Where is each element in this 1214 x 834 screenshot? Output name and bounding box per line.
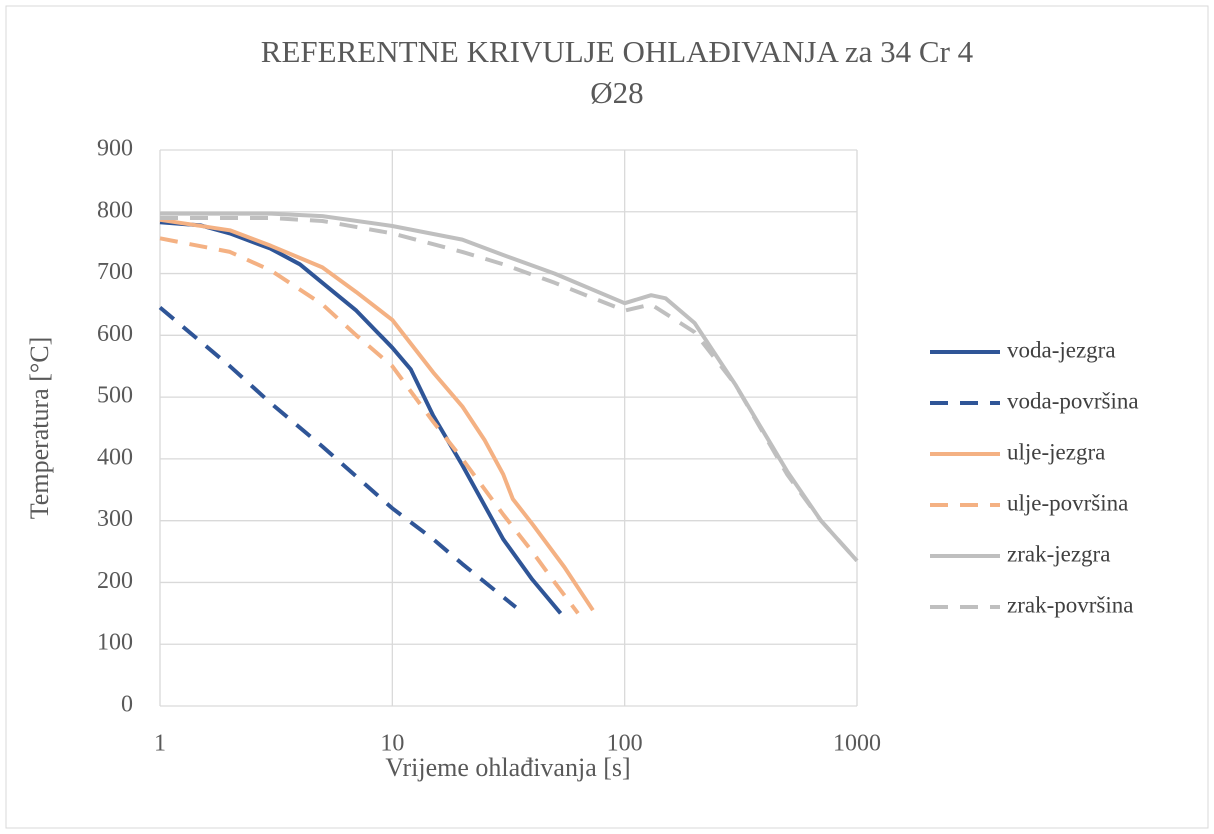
chart-title: Ø28 <box>590 75 643 110</box>
legend-label: ulje-površina <box>1007 490 1128 515</box>
y-axis-label: Temperatura [°C] <box>25 337 54 520</box>
line <box>159 220 563 615</box>
legend-label: zrak-površina <box>1007 592 1133 617</box>
x-tick-label: 10 <box>380 731 404 757</box>
line <box>159 217 595 612</box>
legend-label: ulje-jezgra <box>1007 439 1105 464</box>
y-tick-label: 0 <box>121 692 133 718</box>
x-tick-label: 1 <box>154 731 166 757</box>
x-axis-label: Vrijeme ohlađivanja [s] <box>385 753 630 782</box>
legend-label: voda-jezgra <box>1007 337 1116 362</box>
y-tick-label: 200 <box>97 568 133 594</box>
chart-title: REFERENTNE KRIVULJE OHLAĐIVANJA za 34 Cr… <box>261 34 974 69</box>
y-tick-label: 400 <box>97 444 133 470</box>
legend-label: voda-površina <box>1007 388 1139 413</box>
y-tick-label: 600 <box>97 321 133 347</box>
y-tick-label: 800 <box>97 197 133 223</box>
y-tick-label: 100 <box>97 630 133 656</box>
y-tick-label: 500 <box>97 383 133 409</box>
line <box>158 305 518 609</box>
x-tick-label: 1000 <box>833 731 881 757</box>
legend-label: zrak-jezgra <box>1007 541 1110 566</box>
y-tick-label: 700 <box>97 259 133 285</box>
line <box>159 236 580 615</box>
chart-border <box>5 5 1209 829</box>
y-tick-label: 900 <box>97 136 133 162</box>
x-tick-label: 100 <box>607 731 643 757</box>
y-tick-label: 300 <box>97 506 133 532</box>
